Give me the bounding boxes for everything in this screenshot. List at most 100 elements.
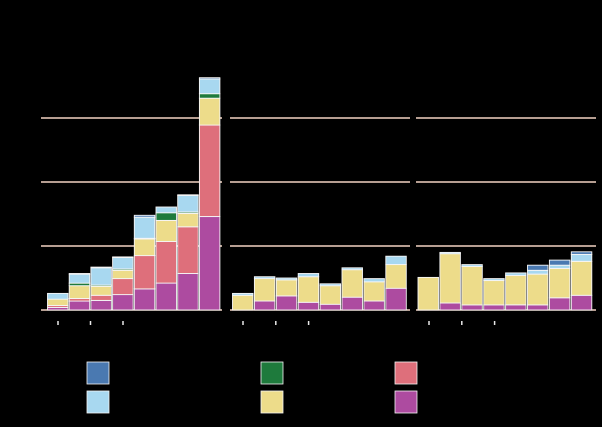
bar-segment-magenta: [253, 300, 276, 311]
bar-segment-light-blue: [319, 283, 342, 287]
bar-segment-light-blue: [505, 272, 527, 276]
bar-segment-light-blue: [68, 273, 91, 284]
bar-segment-magenta: [341, 296, 363, 311]
bar-segment-yellow: [253, 278, 276, 302]
bar-segment-magenta: [527, 304, 549, 311]
bar-segment-yellow: [483, 280, 505, 306]
legend-swatch-yellow: [260, 390, 284, 414]
bar-3: [461, 264, 483, 311]
bar-segment-magenta: [177, 273, 199, 311]
bar-segment-magenta: [570, 294, 593, 311]
bar-segment-light-blue: [253, 276, 276, 280]
bar-segment-light-blue: [133, 216, 156, 239]
bar-7: [363, 278, 385, 311]
bar-6: [341, 267, 363, 311]
bar-segment-yellow: [68, 285, 91, 299]
bar-6: [155, 206, 177, 311]
bar-segment-light-blue: [90, 267, 112, 286]
bar-segment-yellow: [198, 97, 221, 126]
bar-segment-light-blue: [177, 194, 199, 213]
bar-segment-light-blue: [47, 292, 69, 300]
bar-segment-light-blue: [155, 206, 177, 214]
bar-segment-yellow: [341, 269, 363, 298]
panel-2: [230, 117, 410, 325]
bar-segment-salmon: [90, 294, 112, 301]
bar-segment-salmon: [112, 278, 134, 296]
bar-4: [297, 273, 320, 311]
bar-segment-salmon: [155, 241, 177, 284]
bar-segment-magenta: [385, 287, 407, 311]
bar-segment-yellow: [155, 219, 177, 242]
bar-segment-yellow: [570, 260, 593, 296]
bar-8: [570, 251, 593, 311]
bar-segment-light-blue: [439, 251, 461, 255]
bar-segment-magenta: [439, 302, 461, 311]
bar-segment-dark-blue: [570, 251, 593, 255]
panel-1: [41, 77, 222, 325]
bar-6: [527, 264, 549, 311]
bar-segment-yellow: [90, 285, 112, 296]
bar-segment-light-blue: [198, 78, 221, 95]
bar-5: [133, 214, 156, 311]
bar-segment-yellow: [133, 238, 156, 257]
bar-segment-magenta: [461, 304, 483, 311]
bar-segment-dark-blue: [133, 214, 156, 218]
bar-segment-light-blue: [232, 292, 254, 296]
bar-segment-magenta: [155, 282, 177, 311]
legend: [86, 361, 418, 414]
bar-segment-magenta: [198, 216, 221, 311]
bar-segment-magenta: [112, 294, 134, 311]
bar-segment-yellow: [527, 273, 549, 306]
bar-1: [47, 292, 69, 311]
legend-swatch-magenta: [394, 390, 418, 414]
bar-segment-dark-blue: [90, 266, 112, 269]
bar-segment-dark-blue: [527, 264, 549, 271]
bar-segment-magenta: [275, 295, 298, 311]
bar-segment-light-blue: [570, 253, 593, 262]
bar-1: [232, 292, 254, 311]
bar-segment-green: [198, 93, 221, 99]
bar-segment-yellow: [439, 253, 461, 304]
bar-5: [505, 272, 527, 311]
bar-segment-magenta: [68, 300, 91, 311]
bar-7: [177, 194, 199, 311]
bar-segment-light-blue: [341, 267, 363, 271]
bar-segment-yellow: [385, 264, 407, 289]
bar-segment-yellow: [461, 266, 483, 306]
bar-segment-dark-blue: [198, 77, 221, 80]
bar-segment-yellow: [47, 298, 69, 306]
bar-segment-light-blue: [112, 257, 134, 270]
bar-segment-light-blue: [483, 278, 505, 281]
bar-8: [198, 77, 221, 311]
bar-2: [68, 273, 91, 311]
bar-segment-dark-blue: [548, 259, 571, 266]
bar-1: [417, 276, 439, 311]
bar-segment-light-blue: [385, 255, 407, 265]
legend-swatch-light-blue: [86, 390, 110, 414]
bar-2: [439, 251, 461, 311]
legend-swatch-dark-blue: [86, 361, 110, 385]
bar-segment-magenta: [505, 304, 527, 311]
bar-segment-magenta: [483, 304, 505, 311]
bar-3: [275, 277, 298, 311]
bar-segment-salmon: [198, 124, 221, 217]
bar-segment-dark-blue: [112, 256, 134, 258]
bar-4: [483, 278, 505, 311]
legend-swatch-salmon: [394, 361, 418, 385]
bar-segment-yellow: [417, 276, 439, 311]
bar-segment-magenta: [90, 299, 112, 311]
bar-4: [112, 256, 134, 311]
bar-segment-light-blue: [363, 278, 385, 283]
bar-segment-magenta: [297, 301, 320, 311]
bar-segment-yellow: [363, 281, 385, 302]
legend-swatch-green: [260, 361, 284, 385]
bar-segment-light-blue: [275, 277, 298, 281]
bar-2: [253, 276, 276, 311]
bar-segment-light-blue: [527, 269, 549, 275]
bar-segment-salmon: [177, 226, 199, 274]
bar-7: [548, 259, 571, 311]
bar-segment-magenta: [548, 297, 571, 311]
bar-segment-yellow: [112, 269, 134, 280]
bar-segment-yellow: [275, 279, 298, 297]
